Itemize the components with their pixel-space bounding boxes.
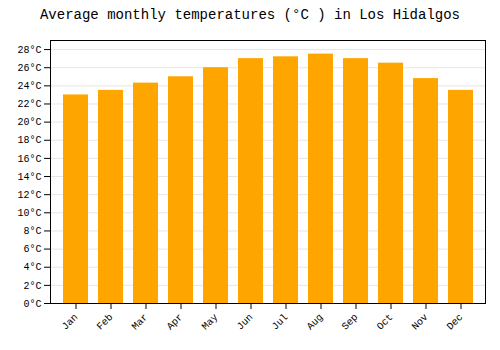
html-text:Average monthly temperatures (: Average monthly temperatures (°C ) in Lo…: [40, 7, 460, 23]
svg-text:4°C: 4°C: [23, 262, 41, 273]
svg-text:Jun: Jun: [235, 312, 256, 333]
svg-text:0°C: 0°C: [23, 299, 41, 310]
svg-text:8°C: 8°C: [23, 226, 41, 237]
svg-text:Sep: Sep: [340, 312, 361, 333]
svg-text:22°C: 22°C: [17, 99, 41, 110]
svg-text:Oct: Oct: [375, 312, 396, 333]
svg-text:18°C: 18°C: [17, 135, 41, 146]
svg-text:16°C: 16°C: [17, 154, 41, 165]
svg-text:20°C: 20°C: [17, 117, 41, 128]
svg-text:Dec: Dec: [445, 312, 466, 333]
svg-text:28°C: 28°C: [17, 45, 41, 56]
svg-text:Nov: Nov: [410, 312, 431, 333]
svg-text:6°C: 6°C: [23, 244, 41, 255]
svg-text:Feb: Feb: [95, 312, 116, 333]
svg-text:Aug: Aug: [305, 312, 326, 333]
svg-text:2°C: 2°C: [23, 281, 41, 292]
svg-text:14°C: 14°C: [17, 172, 41, 183]
svg-text:Apr: Apr: [165, 312, 186, 333]
svg-text:12°C: 12°C: [17, 190, 41, 201]
svg-text:24°C: 24°C: [17, 81, 41, 92]
svg-text:Mar: Mar: [130, 312, 151, 333]
svg-text:May: May: [200, 312, 221, 333]
svg-text:10°C: 10°C: [17, 208, 41, 219]
svg-text:26°C: 26°C: [17, 63, 41, 74]
svg-text:Jul: Jul: [270, 312, 291, 333]
svg-text:Jan: Jan: [60, 312, 81, 333]
